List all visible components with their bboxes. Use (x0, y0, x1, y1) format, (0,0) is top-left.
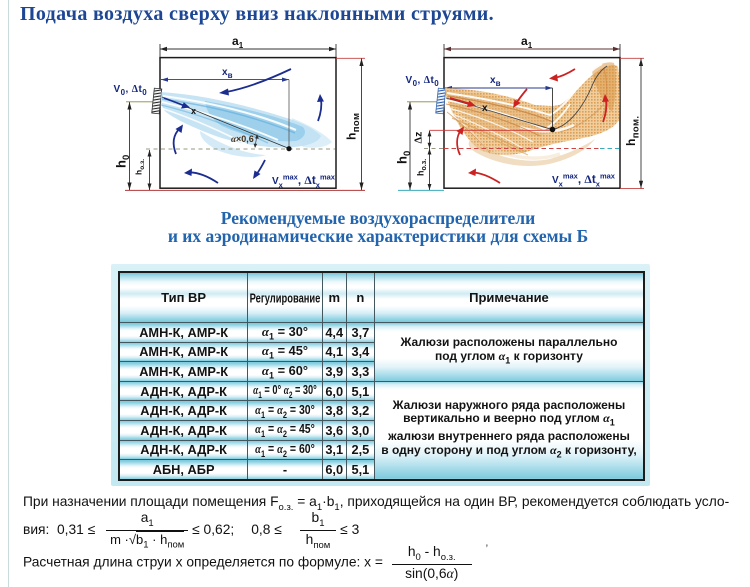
svg-text:x: x (191, 106, 196, 116)
svg-text:α×0,6: α×0,6 (231, 134, 254, 144)
svg-text:a1: a1 (232, 34, 244, 50)
svg-text:hпом: hпом (345, 113, 363, 140)
svg-text:x: x (482, 103, 488, 114)
svg-text:hпом.: hпом. (624, 116, 642, 146)
svg-text:xв: xв (490, 75, 501, 88)
svg-text:xв: xв (222, 67, 233, 80)
svg-text:Δz: Δz (413, 132, 425, 144)
svg-text:V0, Δt0: V0, Δt0 (406, 75, 440, 88)
svg-text:hо.з.: hо.з. (416, 159, 429, 176)
svg-text:V0, Δt0: V0, Δt0 (114, 84, 148, 97)
svg-text:hо.з.: hо.з. (134, 159, 147, 175)
svg-text:a1: a1 (521, 34, 533, 50)
svg-text:Vxmax, Δtxmax: Vxmax, Δtxmax (272, 173, 336, 190)
svg-text:Vxmax, Δtxmax: Vxmax, Δtxmax (552, 172, 616, 189)
